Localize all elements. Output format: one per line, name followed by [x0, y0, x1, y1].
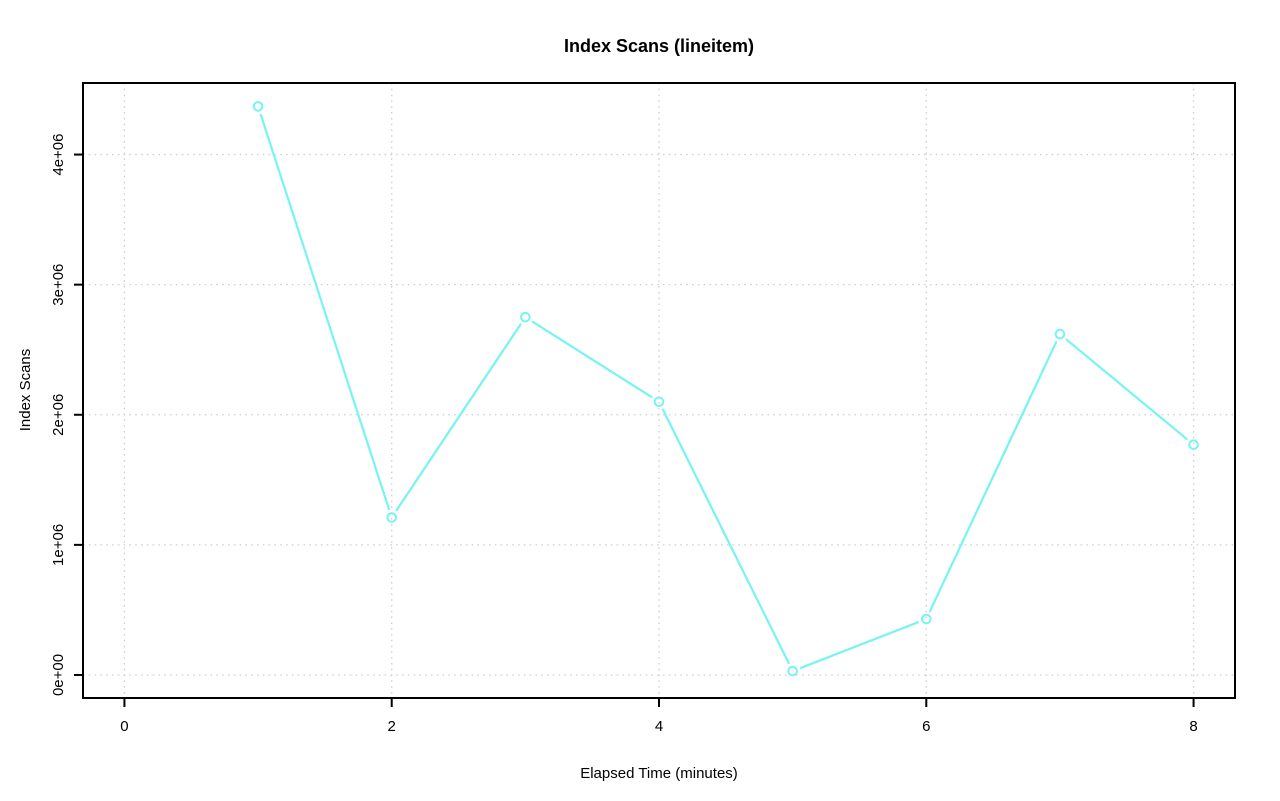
data-point-4	[653, 396, 665, 408]
x-tick-label-4: 8	[1189, 718, 1197, 735]
data-point-2	[386, 512, 398, 523]
y-axis-label: Index Scans	[17, 349, 34, 432]
line-segment-5	[928, 340, 1058, 613]
data-point-7	[1054, 328, 1066, 340]
chart-title: Index Scans (lineitem)	[564, 36, 754, 56]
line-series	[252, 101, 1199, 677]
line-segment-6	[1065, 338, 1189, 441]
data-point-3	[520, 311, 531, 323]
x-tick-label-0: 0	[120, 718, 128, 735]
data-point-8	[1188, 439, 1199, 450]
line-segment-3	[661, 408, 791, 665]
x-tick-label-3: 6	[922, 718, 930, 735]
line-segment-2	[531, 320, 653, 399]
x-tick-label-1: 2	[388, 718, 396, 735]
y-tick-label-3: 3e+06	[50, 264, 67, 306]
y-tick-label-4: 4e+06	[50, 133, 67, 175]
x-tick-label-2: 4	[655, 718, 663, 735]
axis-ticks	[74, 153, 1195, 707]
gridlines	[83, 83, 1235, 698]
line-segment-4	[799, 620, 920, 670]
line-segment-0	[259, 113, 391, 511]
data-point-5	[787, 665, 798, 677]
x-axis-label: Elapsed Time (minutes)	[580, 765, 738, 782]
tick-labels: 0 2 4 6 8 0e+00 1e+06 2e+06 3e+06 4e+06	[50, 133, 1198, 735]
y-tick-label-0: 0e+00	[50, 654, 67, 696]
y-tick-label-2: 2e+06	[50, 394, 67, 436]
data-point-6	[920, 613, 932, 625]
y-tick-label-1: 1e+06	[50, 524, 67, 566]
data-point-1	[252, 101, 264, 112]
line-segment-1	[395, 323, 522, 512]
